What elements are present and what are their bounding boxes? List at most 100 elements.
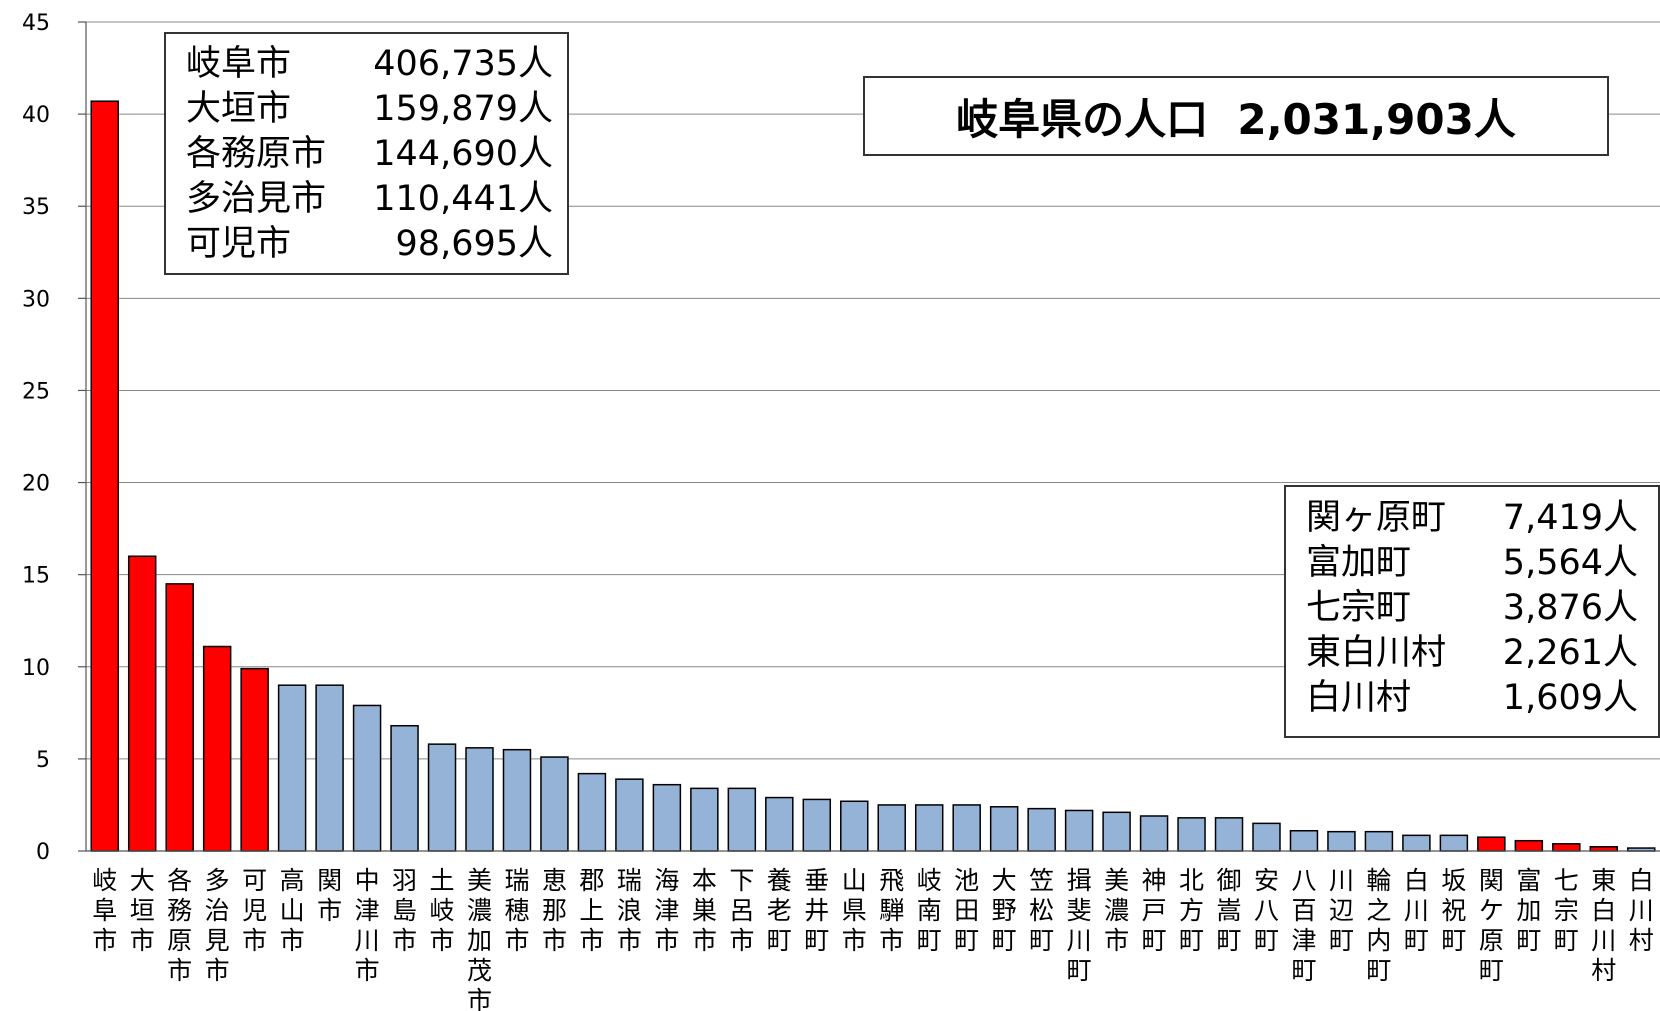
x-category-label: 東白川村	[1591, 866, 1616, 985]
top-five-list: 岐阜市 406,735人 大垣市 159,879人 各務原市 144,690人 多治見市 11…	[186, 42, 553, 267]
bar	[465, 747, 494, 852]
x-category-label: 関ケ原町	[1479, 866, 1504, 985]
bar	[615, 778, 644, 852]
x-category-label: 関市	[317, 866, 342, 925]
bar	[1102, 811, 1131, 852]
x-category-label: 北方町	[1179, 866, 1204, 955]
bar	[1402, 834, 1431, 852]
bar	[989, 806, 1019, 852]
population-value: 110,441人	[373, 179, 553, 219]
y-tick-label: 10	[22, 656, 50, 681]
x-category-label: 垂井町	[804, 866, 829, 955]
y-tick-label: 5	[36, 748, 50, 773]
x-category-label: 大野町	[992, 866, 1017, 955]
x-category-label: 神戸町	[1142, 866, 1167, 955]
population-value: 7,419人	[1502, 498, 1638, 538]
x-category-label: 羽島市	[392, 866, 417, 955]
population-value: 144,690人	[373, 134, 553, 174]
chart-title: 岐阜県の人口 2,031,903人	[956, 94, 1516, 144]
bar	[802, 798, 832, 852]
bar	[502, 748, 532, 852]
list-item: 七宗町 3,876人	[1306, 586, 1638, 631]
x-category-label: 瑞浪市	[617, 866, 642, 955]
x-category-label: 各務原市	[167, 866, 192, 985]
bar	[952, 804, 981, 852]
x-axis-labels: 岐阜市大垣市各務原市多治見市可児市高山市関市中津川市羽島市土岐市美濃加茂市瑞穂市…	[92, 866, 1654, 1011]
population-value: 98,695人	[395, 224, 553, 264]
bar	[202, 645, 232, 852]
x-category-label: 坂祝町	[1441, 866, 1466, 955]
bar	[914, 804, 944, 852]
x-category-label: 本巣市	[692, 866, 717, 955]
population-value: 5,564人	[1502, 543, 1638, 583]
population-value: 2,261人	[1502, 633, 1638, 673]
bar	[165, 583, 194, 852]
list-item: 富加町 5,564人	[1306, 541, 1638, 586]
bar	[240, 667, 269, 852]
municipality-name: 多治見市	[186, 179, 327, 219]
y-tick-label: 15	[22, 564, 50, 589]
municipality-name: 可児市	[186, 224, 292, 264]
x-category-label: 美濃加茂市	[467, 866, 492, 1011]
population-value: 1,609人	[1502, 678, 1638, 718]
bar	[1214, 817, 1244, 852]
x-category-label: 富加町	[1516, 866, 1541, 955]
x-category-label: 下呂市	[729, 866, 754, 955]
x-category-label: 飛騨市	[879, 866, 904, 955]
bottom-five-population-box: 関ヶ原町 7,419人 富加町 5,564人 七宗町 3,876人 東白川村 2,261人 白川…	[1284, 485, 1660, 738]
bar	[690, 787, 719, 852]
y-tick-label: 35	[22, 195, 50, 220]
x-category-label: 白川町	[1404, 866, 1429, 955]
bar	[277, 684, 307, 852]
bar	[840, 800, 869, 852]
population-value: 159,879人	[373, 89, 553, 129]
bottom-five-list: 関ヶ原町 7,419人 富加町 5,564人 七宗町 3,876人 東白川村 2,261人 白川…	[1306, 496, 1638, 721]
x-category-label: 中津川市	[355, 866, 380, 985]
x-category-label: 川辺町	[1329, 866, 1354, 955]
x-category-label: 白川村	[1629, 866, 1654, 955]
x-category-label: 池田町	[954, 866, 979, 955]
x-category-label: 揖斐川町	[1067, 866, 1092, 985]
list-item: 可児市 98,695人	[186, 222, 553, 267]
chart-title-box: 岐阜県の人口 2,031,903人	[863, 76, 1609, 156]
municipality-name: 大垣市	[186, 89, 292, 129]
bar	[1177, 817, 1206, 852]
bar	[577, 772, 607, 852]
x-category-label: 御嵩町	[1217, 866, 1242, 955]
bar	[315, 684, 344, 852]
bar	[1552, 843, 1581, 852]
municipality-name: 七宗町	[1306, 588, 1412, 628]
municipality-name: 東白川村	[1306, 633, 1447, 673]
y-axis-ticks: 0 5 10 15 20 25 30 35 40 45	[22, 11, 86, 865]
bar	[1289, 829, 1319, 852]
bar	[877, 804, 906, 852]
x-category-label: 瑞穂市	[504, 866, 529, 955]
y-tick-label: 40	[22, 103, 50, 128]
x-category-label: 多治見市	[205, 866, 230, 985]
y-tick-label: 30	[22, 287, 50, 312]
x-category-label: 郡上市	[579, 866, 604, 955]
bar	[765, 796, 794, 852]
x-category-label: 可児市	[242, 866, 267, 955]
bars	[90, 100, 1656, 852]
municipality-name: 関ヶ原町	[1306, 498, 1447, 538]
list-item: 関ヶ原町 7,419人	[1306, 496, 1638, 541]
bar	[652, 783, 682, 852]
list-item: 白川村 1,609人	[1306, 676, 1638, 721]
bar	[1064, 809, 1094, 852]
bar	[1477, 836, 1506, 852]
population-value: 406,735人	[373, 44, 553, 84]
x-category-label: 笠松町	[1029, 866, 1054, 955]
y-tick-label: 45	[22, 11, 50, 36]
x-category-label: 輪之内町	[1366, 866, 1391, 985]
bar	[1514, 839, 1544, 852]
bar	[1252, 822, 1281, 852]
x-category-label: 恵那市	[542, 866, 567, 955]
bar	[1027, 807, 1056, 852]
x-category-label: 岐阜市	[92, 866, 117, 955]
bar	[352, 704, 382, 852]
bar	[1364, 830, 1394, 852]
top-five-population-box: 岐阜市 406,735人 大垣市 159,879人 各務原市 144,690人 多治見市 11…	[164, 32, 569, 275]
list-item: 各務原市 144,690人	[186, 132, 553, 177]
